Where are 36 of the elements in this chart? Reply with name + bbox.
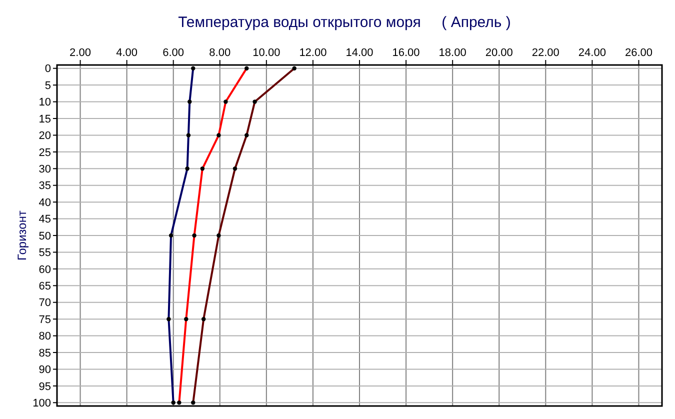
y-tick-label: 60 bbox=[38, 264, 51, 276]
x-tick-label: 10.00 bbox=[252, 47, 280, 59]
x-tick-label: 12.00 bbox=[299, 47, 327, 59]
x-tick-label: 24.00 bbox=[578, 47, 606, 59]
y-tick-label: 0 bbox=[44, 63, 51, 76]
x-tick-label: 18.00 bbox=[438, 47, 466, 59]
y-tick-label: 55 bbox=[38, 247, 51, 260]
y-tick-label: 70 bbox=[38, 297, 51, 310]
x-tick-label: 4.00 bbox=[116, 47, 138, 59]
x-tick-label: 22.00 bbox=[532, 47, 560, 59]
x-tick-label: 8.00 bbox=[209, 47, 231, 59]
y-tick-label: 10 bbox=[38, 96, 51, 109]
y-tick-label: 75 bbox=[38, 314, 51, 326]
y-tick-label: 45 bbox=[38, 214, 51, 226]
y-tick-label: 85 bbox=[38, 347, 51, 360]
y-tick-label: 40 bbox=[38, 196, 51, 209]
y-tick-label: 15 bbox=[38, 113, 51, 126]
y-tick-label: 80 bbox=[38, 330, 51, 343]
y-tick-label: 5 bbox=[44, 80, 51, 92]
y-tick-label: 100 bbox=[32, 398, 51, 410]
x-tick-label: 2.00 bbox=[70, 47, 91, 59]
x-tick-label: 20.00 bbox=[485, 47, 513, 59]
x-tick-label: 26.00 bbox=[624, 47, 652, 59]
x-tick-label: 14.00 bbox=[346, 47, 374, 59]
y-tick-label: 35 bbox=[38, 180, 51, 192]
y-axis-title: Горизонт bbox=[15, 210, 29, 260]
y-tick-label: 30 bbox=[38, 163, 51, 176]
y-tick-label: 25 bbox=[38, 146, 51, 159]
y-tick-label: 90 bbox=[38, 364, 51, 376]
x-tick-label: 16.00 bbox=[392, 47, 420, 59]
chart-title: Температура воды открытого моря ( Апрель ) bbox=[178, 14, 511, 31]
x-tick-label: 6.00 bbox=[162, 47, 184, 59]
y-tick-label: 50 bbox=[38, 230, 51, 242]
y-tick-label: 20 bbox=[38, 130, 51, 142]
y-tick-label: 95 bbox=[38, 380, 51, 393]
y-tick-label: 65 bbox=[38, 280, 51, 292]
